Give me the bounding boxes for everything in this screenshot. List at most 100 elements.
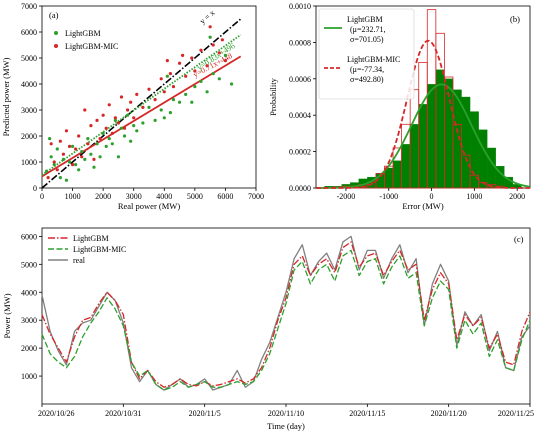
hist-bar-lightgbm <box>427 84 436 189</box>
scatter-point-lightgbm <box>110 142 114 146</box>
scatter-point-lightgbm <box>83 157 87 161</box>
scatter-point-lightgbm-mic <box>98 137 102 141</box>
legend-box <box>318 8 415 100</box>
y-tick-label: 2000 <box>21 132 37 141</box>
scatter-point-lightgbm <box>104 144 108 148</box>
scatter-point-lightgbm <box>49 155 53 159</box>
series-line-lightgbm-mic <box>41 249 531 391</box>
legend-stats-mu: (μ=232.71, <box>350 25 385 34</box>
scatter-point-lightgbm <box>55 147 59 151</box>
hist-bar-lightgbm <box>401 144 411 189</box>
scatter-point-lightgbm <box>107 137 111 141</box>
scatter-point-lightgbm-mic <box>61 152 65 156</box>
scatter-point-lightgbm-mic <box>132 116 136 120</box>
scatter-point-lightgbm-mic <box>177 61 182 65</box>
x-tick-label: 2000 <box>95 192 111 201</box>
legend-label-real: real <box>73 256 86 265</box>
scatter-point-lightgbm <box>116 155 121 159</box>
legend-label-lightgbm-mic: LightGBM-MIC <box>347 55 400 64</box>
scatter-point-lightgbm-mic <box>181 53 185 58</box>
scatter-point-lightgbm-mic <box>153 98 157 102</box>
scatter-point-lightgbm <box>162 116 166 120</box>
scatter-point-lightgbm-mic <box>122 126 127 130</box>
scatter-point-lightgbm <box>184 92 188 96</box>
normal-fit-curve-lightgbm <box>316 83 531 189</box>
y-axis-label: Power (MW) <box>2 293 12 338</box>
x-tick-label: -2000 <box>337 192 356 201</box>
y-tick-label: 3000 <box>21 316 37 325</box>
scatter-point-lightgbm-mic <box>83 108 87 112</box>
x-tick-label: 3000 <box>126 192 142 201</box>
series-line-lightgbm <box>41 241 531 388</box>
scatter-point-lightgbm <box>98 155 102 159</box>
scatter-point-lightgbm <box>67 160 72 164</box>
hist-bar-lightgbm <box>435 69 445 189</box>
scatter-point-lightgbm <box>122 134 127 138</box>
scatter-point-lightgbm-mic <box>193 69 197 73</box>
reference-line-label: y = x <box>198 8 216 26</box>
x-tick-label: 0 <box>40 192 44 201</box>
scatter-point-lightgbm-mic <box>74 147 78 151</box>
y-tick-label: 4000 <box>21 80 37 89</box>
x-tick-label: 2020/11/25 <box>498 409 534 418</box>
scatter-point-lightgbm-mic <box>165 59 169 63</box>
legend-label-lightgbm-mic: LightGBM-MIC <box>65 42 118 51</box>
y-tick-label: 0.0002 <box>289 148 311 157</box>
normal-fit-curve-lightgbm-mic <box>316 39 530 189</box>
scatter-point-lightgbm <box>61 157 65 161</box>
panel-label: (a) <box>49 10 59 20</box>
scatter-point-lightgbm <box>113 118 117 122</box>
scatter-point-lightgbm-mic <box>190 56 194 60</box>
legend-stats-sigma: σ=701.05) <box>350 35 384 44</box>
scatter-point-lightgbm <box>168 111 172 115</box>
x-tick-label: 4000 <box>156 192 172 201</box>
scatter-point-lightgbm <box>126 113 130 117</box>
scatter-point-lightgbm-mic <box>55 168 59 172</box>
hist-bar-lightgbm <box>487 147 496 189</box>
x-tick-label: 2020/11/20 <box>431 409 467 418</box>
scatter-point-lightgbm <box>147 105 151 109</box>
scatter-point-lightgbm <box>89 152 93 156</box>
x-tick-label: 1000 <box>65 192 81 201</box>
scatter-point-lightgbm <box>153 118 157 122</box>
scatter-point-lightgbm-mic <box>92 157 96 161</box>
scatter-point-lightgbm-mic <box>141 105 145 109</box>
scatter-point-lightgbm <box>44 169 49 173</box>
scatter-point-lightgbm <box>193 85 197 89</box>
x-tick-label: -1000 <box>379 192 398 201</box>
y-tick-label: 5000 <box>21 260 37 269</box>
legend-label-lightgbm: LightGBM <box>347 15 383 24</box>
scatter-point-lightgbm-mic <box>119 95 124 99</box>
scatter-point-lightgbm-mic <box>95 118 99 122</box>
scatter-point-lightgbm-mic <box>58 139 62 143</box>
scatter-point-lightgbm <box>135 129 139 133</box>
y-tick-label: 7000 <box>21 2 37 11</box>
legend-stats-mu: (μ=-77.34, <box>350 65 384 74</box>
scatter-point-lightgbm <box>48 137 52 141</box>
scatter-point-lightgbm-mic <box>129 100 133 104</box>
scatter-point-lightgbm <box>205 90 209 94</box>
x-axis-label: Time (day) <box>267 421 305 431</box>
legend-label-lightgbm: LightGBM <box>65 29 101 38</box>
panel-a-frame <box>41 5 257 189</box>
scatter-point-lightgbm <box>208 35 212 39</box>
y-tick-label: 1000 <box>21 158 37 167</box>
y-tick-label: 0.0008 <box>289 38 311 47</box>
scatter-point-lightgbm <box>58 176 62 180</box>
scatter-point-lightgbm-mic <box>89 124 93 128</box>
panel-label: (c) <box>514 234 524 244</box>
scatter-point-lightgbm-mic <box>64 129 69 133</box>
hist-bar-lightgbm <box>384 167 394 189</box>
y-tick-label: 4000 <box>21 288 37 297</box>
scatter-point-lightgbm-mic <box>107 103 111 107</box>
scatter-point-lightgbm <box>92 165 96 169</box>
scatter-point-lightgbm-mic <box>70 163 75 167</box>
x-tick-label: 6000 <box>217 192 233 201</box>
panel-c-frame <box>41 227 531 405</box>
scatter-point-lightgbm-mic <box>67 144 72 148</box>
x-tick-label: 1000 <box>466 192 482 201</box>
scatter-point-lightgbm <box>132 124 136 128</box>
legend-label-lightgbm-mic: LightGBM-MIC <box>73 245 126 254</box>
scatter-point-lightgbm-mic <box>217 51 221 55</box>
